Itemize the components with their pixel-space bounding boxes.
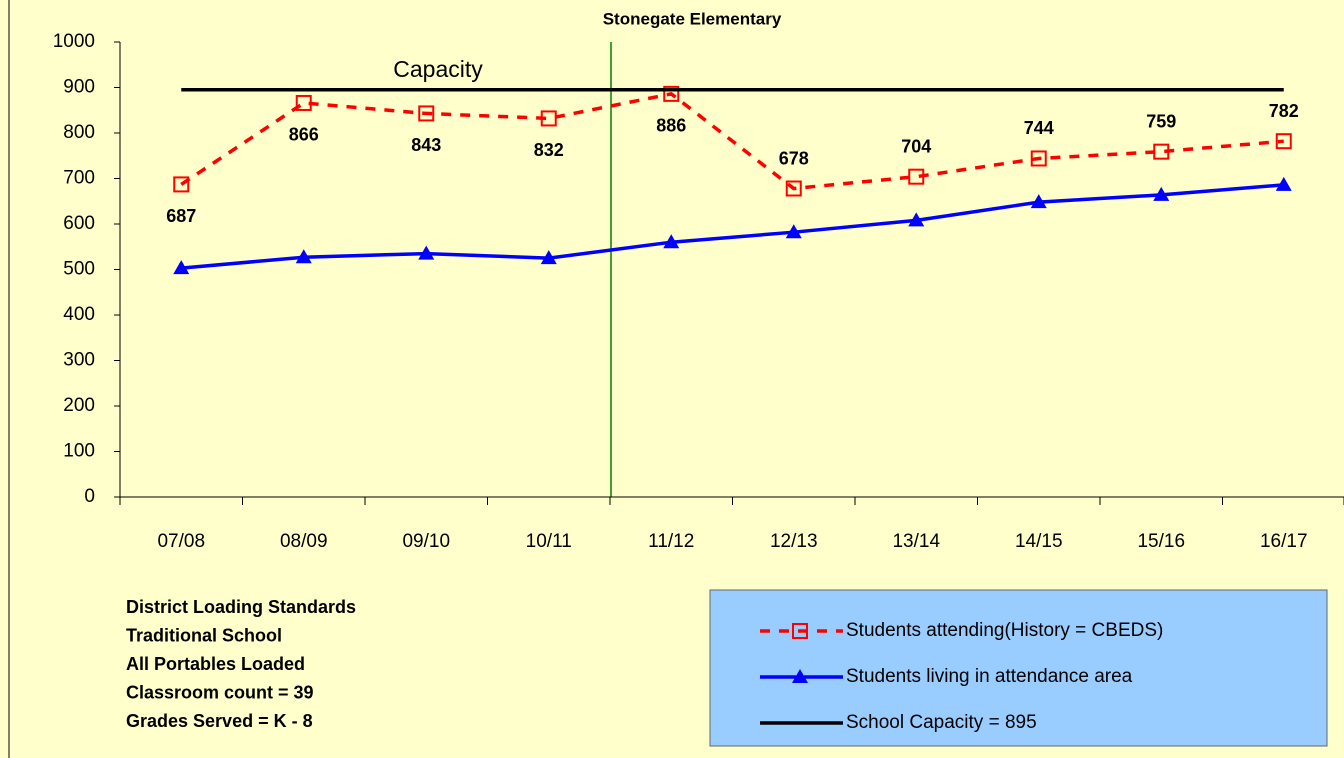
marker [173, 176, 190, 193]
data-label: 866 [289, 125, 319, 145]
y-tick-label: 900 [63, 77, 95, 98]
legend-label: School Capacity = 895 [846, 712, 1037, 733]
marker [1153, 143, 1170, 160]
note: Classroom count = 39 [126, 682, 314, 702]
note: Traditional School [126, 625, 282, 645]
x-tick-label: 10/11 [526, 531, 572, 552]
y-tick-label: 500 [63, 259, 95, 280]
marker [418, 245, 435, 260]
legend-label: Students living in attendance area [846, 666, 1133, 687]
marker [418, 105, 435, 122]
marker [540, 110, 557, 127]
marker [1153, 186, 1170, 201]
x-tick-label: 12/13 [770, 531, 818, 552]
series-line [180, 91, 1284, 191]
y-tick-label: 0 [84, 486, 95, 507]
data-label: 678 [779, 148, 809, 168]
marker [173, 260, 190, 275]
marker [908, 212, 925, 227]
data-label: 744 [1024, 118, 1054, 138]
marker [1275, 176, 1292, 191]
data-label: 886 [656, 116, 686, 136]
marker [908, 168, 925, 185]
marker [792, 623, 808, 639]
data-label: 782 [1269, 101, 1299, 121]
x-tick-label: 16/17 [1260, 531, 1308, 552]
y-tick-label: 100 [63, 441, 95, 462]
y-tick-label: 400 [63, 304, 95, 325]
marker [295, 94, 312, 111]
marker [663, 234, 680, 249]
marker [785, 224, 802, 239]
x-tick-label: 07/08 [157, 531, 205, 552]
marker [792, 669, 808, 683]
data-label: 704 [901, 136, 931, 156]
marker [785, 180, 802, 197]
data-label: 687 [166, 206, 196, 226]
x-tick-label: 15/16 [1137, 531, 1185, 552]
note: All Portables Loaded [126, 654, 305, 674]
series-line [181, 183, 1284, 270]
y-tick-label: 300 [63, 350, 95, 371]
marker [540, 250, 557, 265]
chart-title: Stonegate Elementary [603, 9, 782, 28]
y-tick-label: 700 [63, 168, 95, 189]
note: District Loading Standards [126, 597, 356, 617]
note: Grades Served = K - 8 [126, 711, 313, 731]
y-tick-label: 600 [63, 213, 95, 234]
legend [709, 589, 1328, 747]
annotation: Capacity [393, 56, 483, 82]
x-tick-label: 11/12 [648, 531, 694, 552]
y-tick-label: 800 [63, 122, 95, 143]
marker [295, 249, 312, 264]
legend-label: Students attending(History = CBEDS) [846, 620, 1163, 641]
data-label: 832 [534, 140, 564, 160]
data-label: 843 [411, 135, 441, 155]
x-tick-label: 09/10 [402, 531, 450, 552]
x-tick-label: 13/14 [892, 531, 940, 552]
marker [663, 85, 680, 102]
marker [1275, 133, 1292, 150]
x-tick-label: 14/15 [1015, 531, 1063, 552]
x-tick-label: 08/09 [280, 531, 328, 552]
y-tick-label: 200 [63, 395, 95, 416]
marker [1030, 150, 1047, 167]
y-tick-label: 1000 [53, 31, 95, 52]
marker [1030, 194, 1047, 209]
data-label: 759 [1146, 111, 1176, 131]
